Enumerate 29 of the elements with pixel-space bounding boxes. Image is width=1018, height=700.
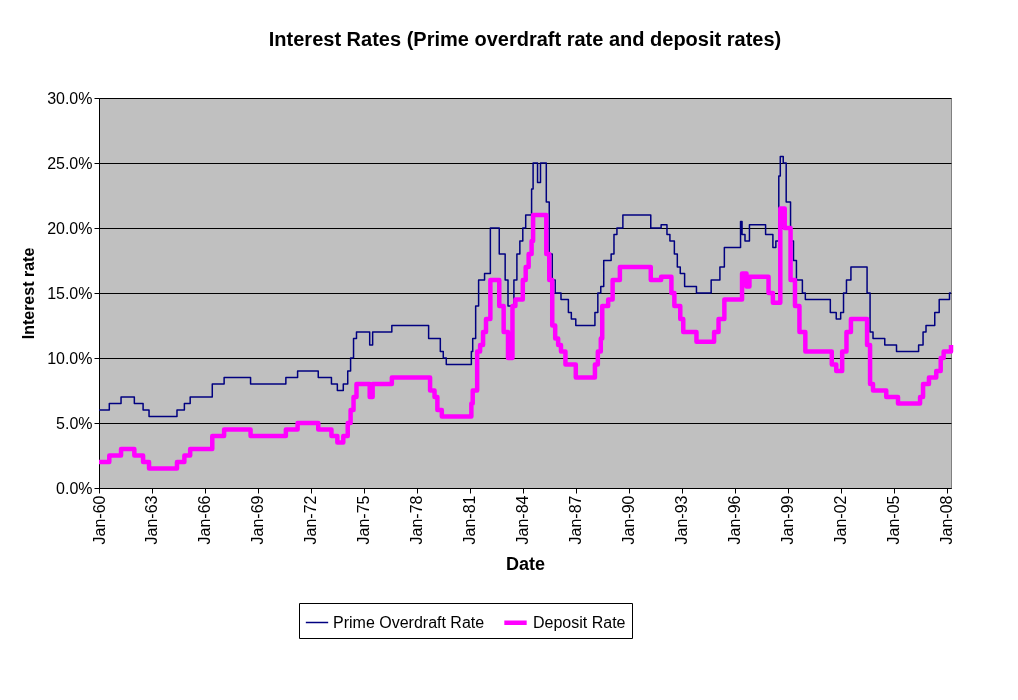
x-tick-label: Jan-63 [143, 495, 161, 545]
x-tick-label: Jan-93 [673, 495, 691, 545]
x-tick-label: Jan-90 [620, 495, 638, 545]
x-tick-label: Jan-81 [461, 495, 479, 545]
x-tick-label: Jan-08 [938, 495, 956, 545]
x-tick-label: Jan-87 [567, 495, 585, 545]
legend-label: Deposit Rate [533, 613, 626, 631]
x-tick-label: Jan-78 [408, 495, 426, 545]
x-tick-label: Jan-75 [355, 495, 373, 545]
y-tick-label: 30.0% [47, 89, 93, 107]
y-tick-label: 20.0% [47, 219, 93, 237]
y-tick-label: 15.0% [47, 284, 93, 302]
y-tick-label: 10.0% [47, 349, 93, 367]
y-tick-label: 0.0% [56, 479, 93, 497]
y-tick-label: 25.0% [47, 154, 93, 172]
x-axis-title: Date [505, 554, 546, 575]
y-tick-label: 5.0% [56, 414, 93, 432]
y-axis-title: Interest rate [20, 247, 38, 340]
x-tick-label: Jan-69 [249, 495, 267, 545]
x-tick-label: Jan-60 [90, 495, 108, 545]
x-tick-label: Jan-05 [885, 495, 903, 545]
x-tick-label: Jan-84 [514, 495, 532, 545]
legend-label: Prime Overdraft Rate [333, 613, 485, 631]
x-tick-label: Jan-99 [779, 495, 797, 545]
x-tick-label: Jan-96 [726, 495, 744, 545]
x-tick-label: Jan-66 [196, 495, 214, 545]
x-tick-label: Jan-02 [832, 495, 850, 545]
x-tick-label: Jan-72 [302, 495, 320, 545]
chart-title: Interest Rates (Prime overdraft rate and deposit rates) [268, 28, 782, 50]
